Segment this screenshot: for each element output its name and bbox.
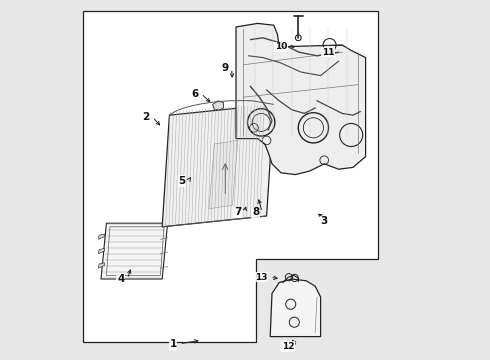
Text: 3: 3 (320, 216, 328, 226)
Text: 1: 1 (170, 339, 176, 349)
Text: 10: 10 (275, 42, 287, 51)
Text: 8: 8 (252, 207, 259, 217)
Polygon shape (101, 223, 168, 279)
Text: 13: 13 (255, 273, 268, 282)
Polygon shape (270, 279, 320, 337)
Polygon shape (209, 140, 238, 209)
Text: 11: 11 (321, 48, 334, 57)
Polygon shape (98, 234, 104, 239)
Polygon shape (236, 23, 366, 175)
Polygon shape (162, 104, 274, 227)
Text: 7: 7 (234, 207, 242, 217)
Polygon shape (213, 101, 223, 110)
Text: 6: 6 (191, 89, 198, 99)
Text: 12: 12 (282, 342, 294, 351)
Text: 5: 5 (178, 176, 186, 186)
Polygon shape (98, 263, 104, 268)
Text: 2: 2 (143, 112, 149, 122)
Polygon shape (83, 11, 378, 342)
Polygon shape (98, 248, 104, 254)
Text: 9: 9 (221, 63, 229, 73)
Text: 4: 4 (117, 274, 124, 284)
